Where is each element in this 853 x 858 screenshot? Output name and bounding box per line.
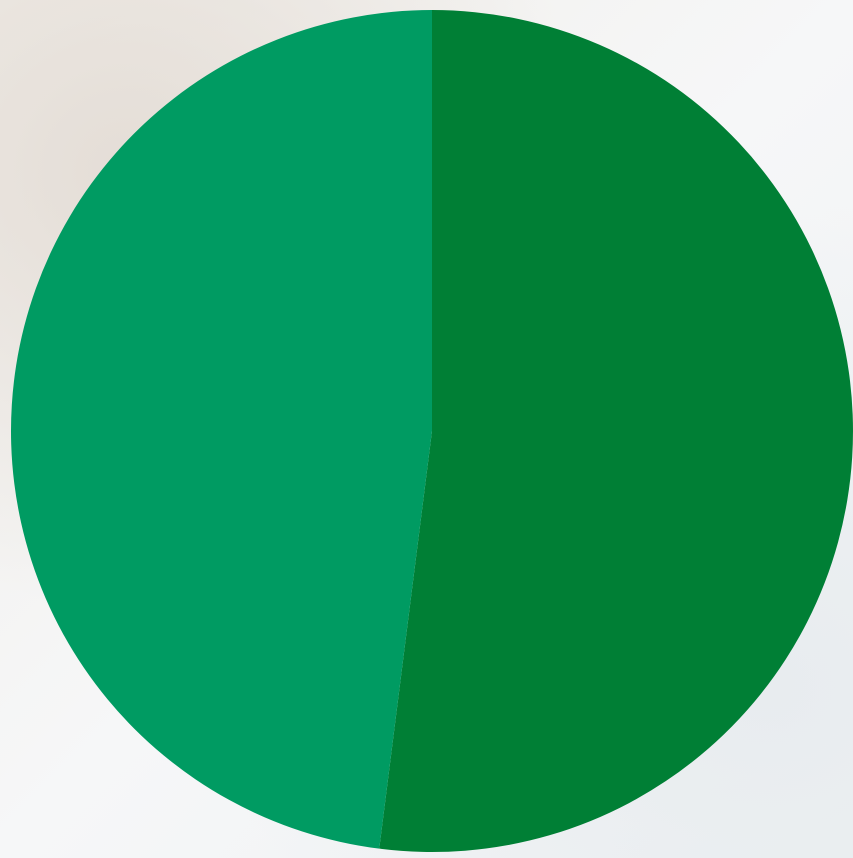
pie-slice	[10, 10, 433, 849]
pie-slice	[379, 10, 853, 852]
